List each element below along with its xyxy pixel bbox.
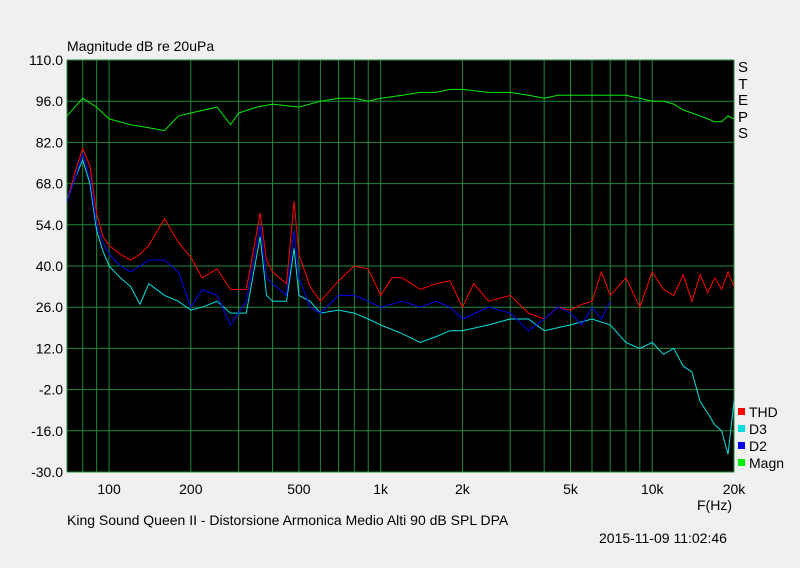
legend-swatch — [738, 425, 745, 432]
legend-item-thd: THD — [738, 403, 784, 420]
legend-item-magn: Magn — [738, 454, 784, 471]
x-tick-label: 2k — [455, 481, 471, 497]
y-tick-label: 96.0 — [36, 93, 63, 109]
y-tick-label: 54.0 — [36, 217, 63, 233]
x-tick-label: 10k — [641, 481, 665, 497]
steps-letter: S — [737, 125, 748, 142]
x-tick-label: 1k — [373, 481, 389, 497]
legend: THD D3 D2 Magn — [738, 403, 784, 471]
x-tick-label: 500 — [287, 481, 311, 497]
series-line-d2 — [66, 152, 611, 332]
y-axis-label: Magnitude dB re 20uPa — [67, 38, 215, 54]
x-tick-label: 100 — [97, 481, 121, 497]
chart-title: King Sound Queen II - Distorsione Armoni… — [67, 512, 509, 528]
steps-letter: E — [737, 92, 748, 109]
series-line-d3 — [66, 158, 735, 455]
y-tick-label: 12.0 — [36, 340, 63, 356]
x-axis-label: F(Hz) — [697, 497, 732, 513]
steps-letter: T — [738, 75, 748, 93]
legend-label: Magn — [749, 454, 785, 471]
series-line-magn — [66, 88, 735, 132]
legend-label: THD — [749, 403, 778, 420]
y-tick-label: 68.0 — [36, 176, 63, 192]
legend-item-d3: D3 — [738, 420, 784, 437]
y-tick-label: 26.0 — [36, 299, 63, 315]
x-tick-labels: 100 200 500 1k 2k 5k 10k 20k — [97, 481, 746, 497]
y-tick-label: -30.0 — [31, 464, 63, 480]
y-tick-label: -16.0 — [31, 423, 63, 439]
legend-swatch — [738, 442, 745, 449]
timestamp: 2015-11-09 11:02:46 — [599, 530, 727, 546]
legend-swatch — [738, 459, 745, 466]
y-tick-label: -2.0 — [39, 382, 63, 398]
series-line-thd — [66, 146, 735, 320]
y-tick-label: 110.0 — [29, 52, 63, 68]
series-group — [66, 88, 735, 455]
y-tick-label: 82.0 — [36, 134, 63, 150]
legend-label: D3 — [749, 420, 767, 437]
legend-swatch — [738, 408, 745, 415]
y-tick-label: 40.0 — [36, 258, 63, 274]
x-tick-label: 200 — [179, 481, 203, 497]
steps-letter: P — [737, 108, 748, 126]
x-tick-label: 5k — [563, 481, 579, 497]
legend-label: D2 — [749, 437, 767, 454]
y-tick-labels: 110.0 96.0 82.0 68.0 54.0 40.0 26.0 12.0 -2.0 -16… — [29, 52, 63, 480]
legend-item-d2: D2 — [738, 437, 784, 454]
steps-letter: S — [737, 59, 748, 76]
x-tick-label: 20k — [723, 481, 747, 497]
